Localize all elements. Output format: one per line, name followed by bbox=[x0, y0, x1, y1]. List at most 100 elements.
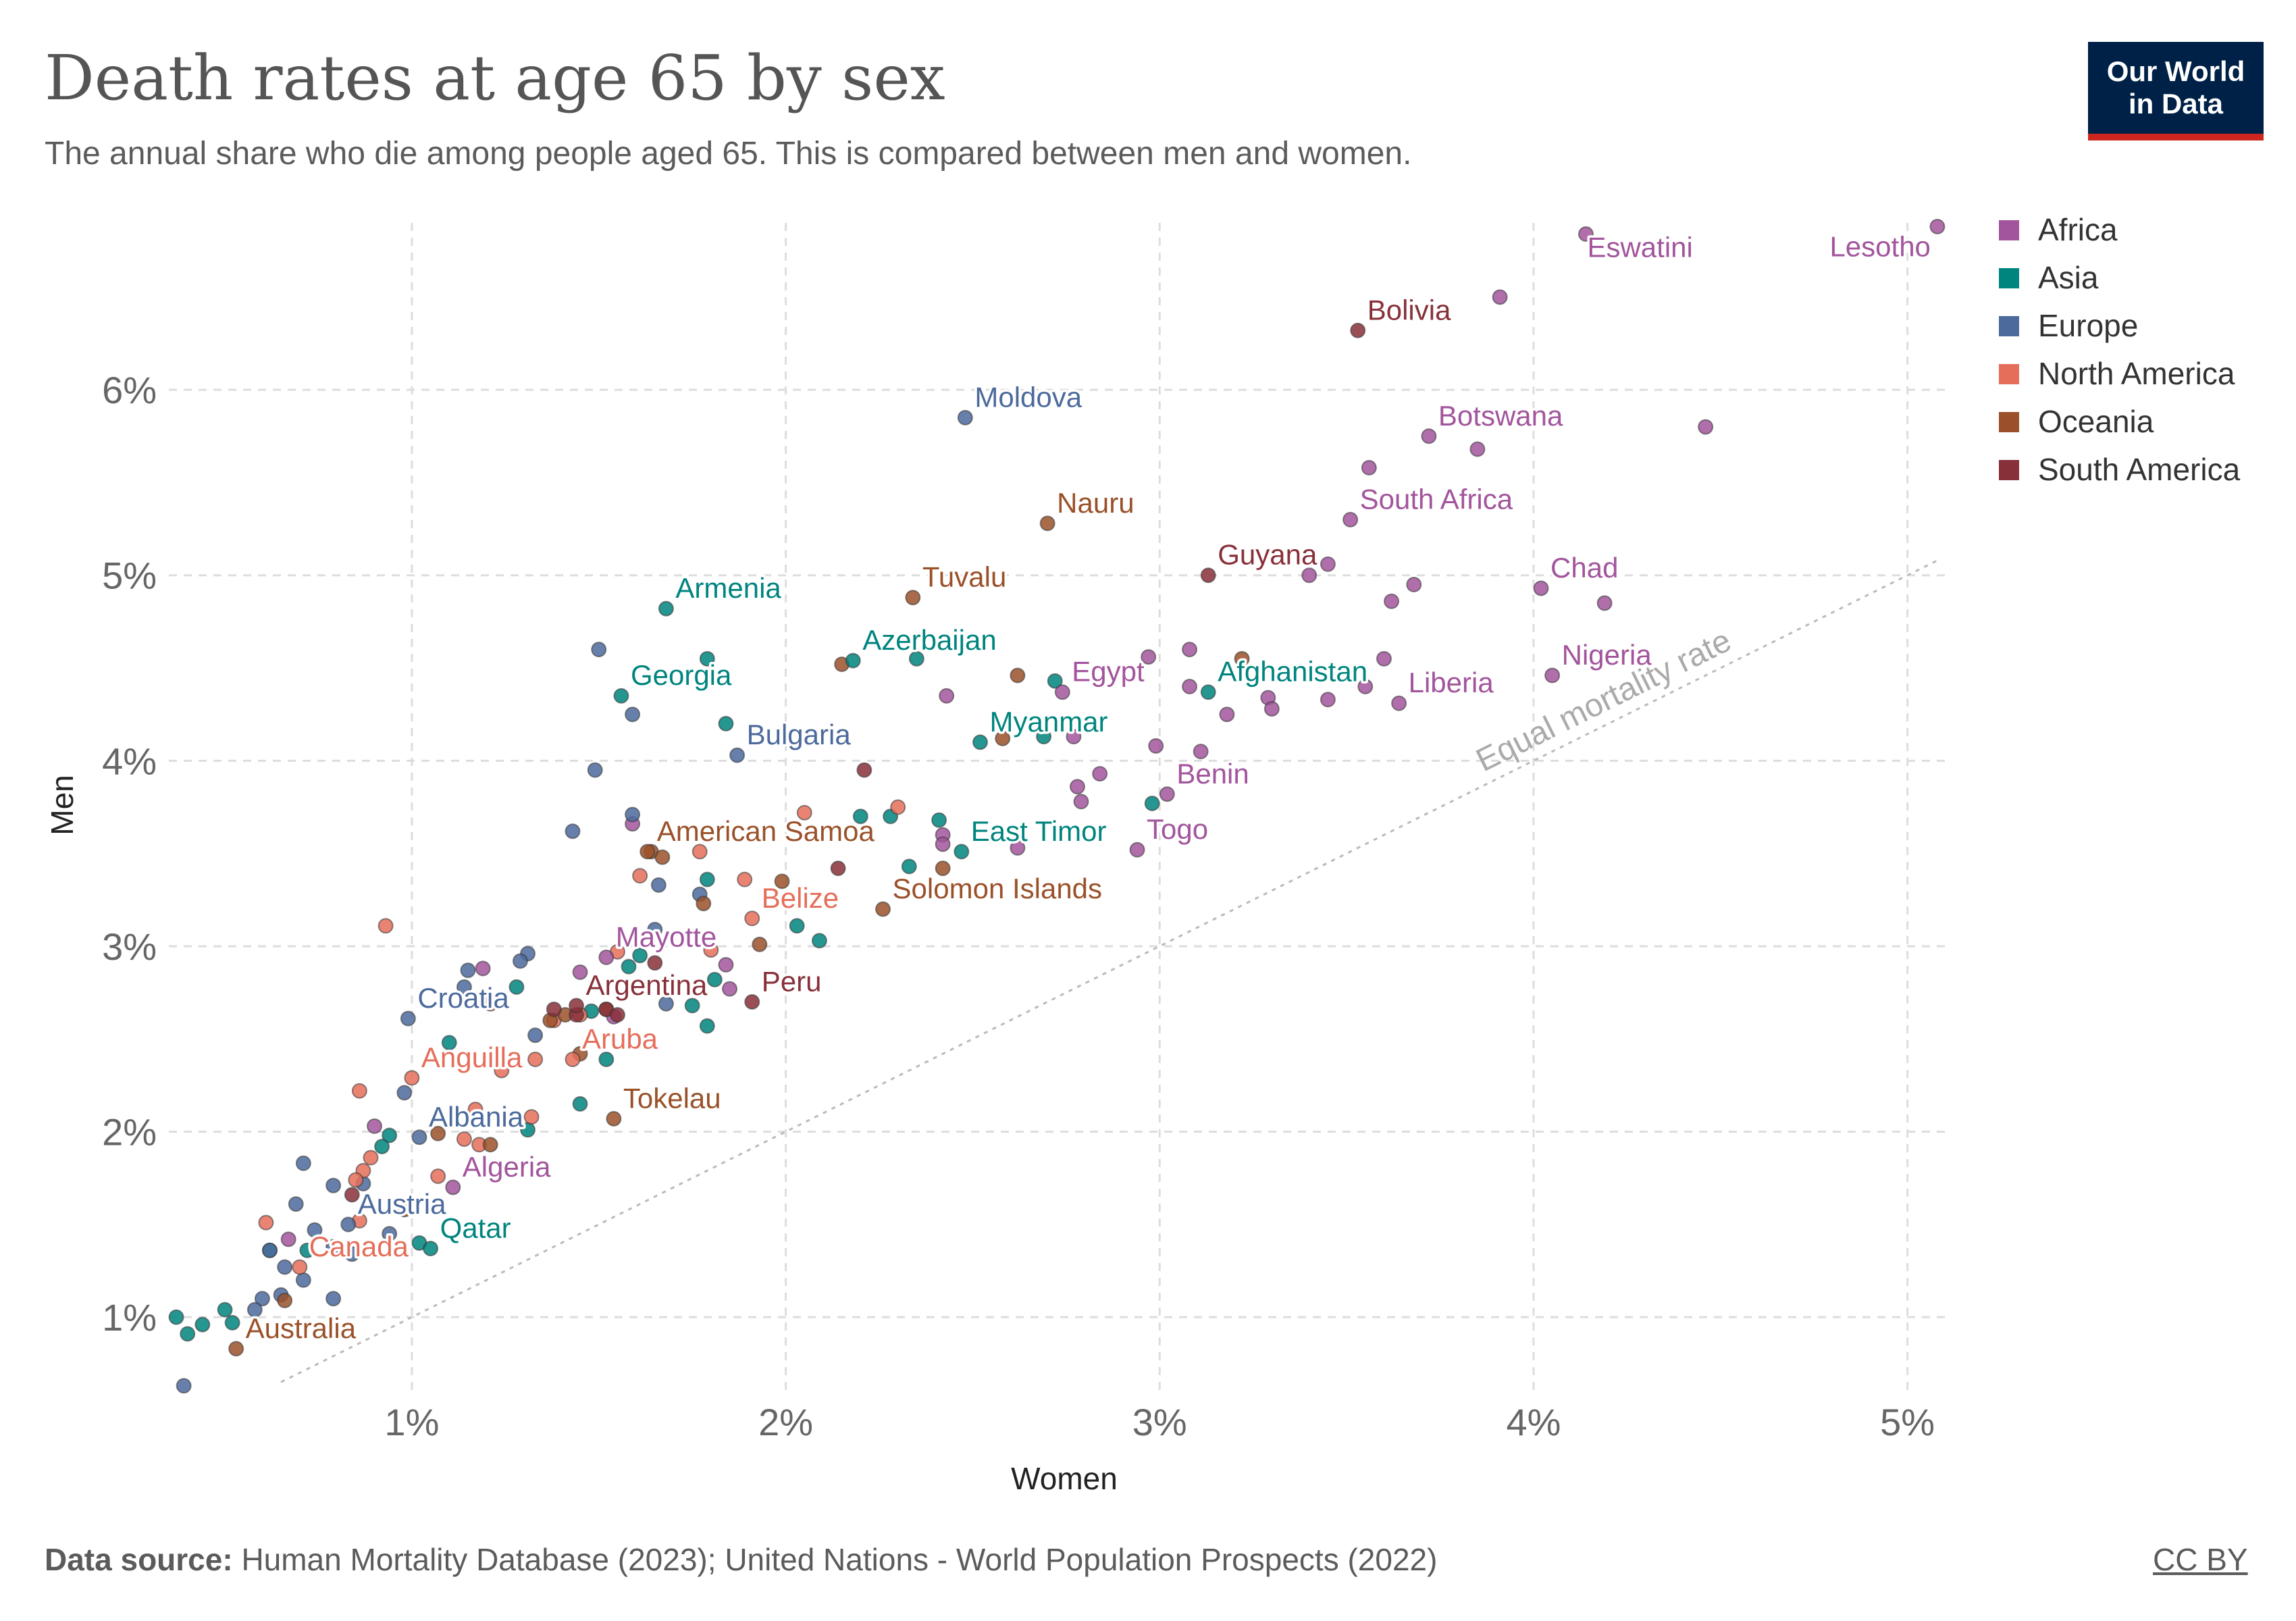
point-east-timor[interactable] bbox=[954, 844, 970, 860]
data-point[interactable] bbox=[456, 979, 472, 995]
data-point[interactable] bbox=[931, 812, 947, 828]
data-point[interactable] bbox=[351, 1083, 367, 1099]
point-nigeria[interactable] bbox=[1544, 667, 1561, 684]
data-point[interactable] bbox=[565, 823, 581, 840]
data-point[interactable] bbox=[572, 964, 588, 980]
point-botswana[interactable] bbox=[1421, 428, 1437, 444]
data-point[interactable] bbox=[1320, 556, 1336, 572]
data-point[interactable] bbox=[939, 688, 955, 704]
data-point[interactable] bbox=[508, 979, 525, 995]
data-point[interactable] bbox=[382, 1226, 398, 1242]
data-point[interactable] bbox=[527, 1027, 544, 1044]
point-aruba[interactable] bbox=[565, 1051, 581, 1067]
point-bolivia[interactable] bbox=[1350, 322, 1366, 338]
data-point[interactable] bbox=[348, 1172, 364, 1188]
data-point[interactable] bbox=[684, 998, 700, 1014]
data-point[interactable] bbox=[1010, 667, 1026, 684]
data-point[interactable] bbox=[396, 1202, 413, 1218]
point-chad[interactable] bbox=[1533, 580, 1549, 596]
point-lesotho[interactable] bbox=[1929, 218, 1946, 234]
data-point[interactable] bbox=[696, 896, 712, 912]
data-point[interactable] bbox=[572, 1096, 588, 1112]
data-point[interactable] bbox=[280, 1231, 296, 1247]
data-point[interactable] bbox=[344, 1187, 360, 1203]
data-point[interactable] bbox=[632, 948, 648, 964]
data-point[interactable] bbox=[647, 955, 663, 971]
data-point[interactable] bbox=[1182, 642, 1198, 658]
data-point[interactable] bbox=[774, 873, 790, 890]
data-point[interactable] bbox=[367, 1118, 383, 1134]
data-point[interactable] bbox=[261, 1242, 278, 1258]
data-point[interactable] bbox=[995, 730, 1011, 746]
data-point[interactable] bbox=[587, 762, 603, 778]
data-point[interactable] bbox=[441, 1035, 457, 1051]
data-point[interactable] bbox=[811, 933, 827, 949]
point-azerbaijan[interactable] bbox=[845, 652, 861, 669]
data-point[interactable] bbox=[1357, 679, 1374, 695]
data-point[interactable] bbox=[935, 860, 951, 877]
data-point[interactable] bbox=[374, 1139, 390, 1155]
data-point[interactable] bbox=[1141, 649, 1157, 665]
data-point[interactable] bbox=[1469, 441, 1486, 457]
point-tuvalu[interactable] bbox=[905, 590, 921, 606]
point-south-africa[interactable] bbox=[1342, 511, 1359, 528]
data-point[interactable] bbox=[295, 1272, 311, 1288]
data-point[interactable] bbox=[1406, 576, 1422, 592]
data-point[interactable] bbox=[658, 996, 674, 1012]
legend-item-africa[interactable]: Africa bbox=[2038, 212, 2118, 247]
data-point[interactable] bbox=[482, 1137, 498, 1153]
data-point[interactable] bbox=[1148, 738, 1164, 754]
data-point[interactable] bbox=[621, 958, 637, 975]
data-point[interactable] bbox=[890, 799, 906, 815]
data-point[interactable] bbox=[1010, 840, 1026, 856]
data-point[interactable] bbox=[1320, 692, 1336, 708]
license-link[interactable]: CC BY bbox=[2153, 1542, 2248, 1577]
point-qatar[interactable] bbox=[423, 1241, 439, 1257]
data-point[interactable] bbox=[609, 1007, 625, 1023]
data-point[interactable] bbox=[1144, 796, 1160, 812]
data-point[interactable] bbox=[224, 1314, 240, 1331]
legend-item-north-america[interactable]: North America bbox=[2038, 356, 2235, 391]
data-point[interactable] bbox=[856, 762, 872, 778]
point-moldova[interactable] bbox=[957, 409, 973, 426]
data-point[interactable] bbox=[456, 1131, 472, 1148]
point-afghanistan[interactable] bbox=[1200, 684, 1216, 700]
data-point[interactable] bbox=[1596, 595, 1613, 611]
point-benin[interactable] bbox=[1159, 786, 1175, 802]
data-point[interactable] bbox=[1036, 729, 1052, 745]
point-anguilla[interactable] bbox=[404, 1070, 420, 1086]
data-point[interactable] bbox=[1263, 700, 1280, 717]
owid-logo[interactable]: Our World in Data bbox=[2088, 42, 2264, 140]
data-point[interactable] bbox=[396, 1085, 413, 1101]
data-point[interactable] bbox=[246, 1302, 263, 1318]
data-point[interactable] bbox=[1234, 650, 1250, 667]
data-point[interactable] bbox=[430, 1125, 446, 1141]
data-point[interactable] bbox=[796, 804, 812, 821]
data-point[interactable] bbox=[168, 1309, 184, 1325]
data-point[interactable] bbox=[176, 1378, 192, 1394]
data-point[interactable] bbox=[217, 1302, 233, 1318]
point-togo[interactable] bbox=[1129, 842, 1145, 858]
legend-item-europe[interactable]: Europe bbox=[2038, 308, 2138, 343]
point-peru[interactable] bbox=[744, 994, 760, 1010]
data-point[interactable] bbox=[632, 868, 648, 884]
data-point[interactable] bbox=[512, 953, 528, 969]
data-point[interactable] bbox=[1492, 289, 1508, 305]
point-bulgaria[interactable] bbox=[729, 747, 746, 763]
data-point[interactable] bbox=[901, 858, 917, 875]
data-point[interactable] bbox=[1073, 794, 1089, 810]
data-point[interactable] bbox=[1066, 729, 1082, 745]
data-point[interactable] bbox=[277, 1292, 293, 1308]
data-point[interactable] bbox=[363, 1150, 379, 1166]
data-point[interactable] bbox=[295, 1155, 311, 1171]
data-point[interactable] bbox=[722, 981, 738, 997]
data-point[interactable] bbox=[1092, 766, 1108, 782]
data-point[interactable] bbox=[908, 650, 924, 667]
data-point[interactable] bbox=[625, 806, 641, 823]
data-point[interactable] bbox=[718, 715, 734, 731]
point-argentina[interactable] bbox=[569, 998, 585, 1014]
data-point[interactable] bbox=[1376, 650, 1392, 667]
data-point[interactable] bbox=[194, 1316, 211, 1333]
point-myanmar[interactable] bbox=[972, 734, 988, 750]
data-point[interactable] bbox=[852, 808, 868, 825]
